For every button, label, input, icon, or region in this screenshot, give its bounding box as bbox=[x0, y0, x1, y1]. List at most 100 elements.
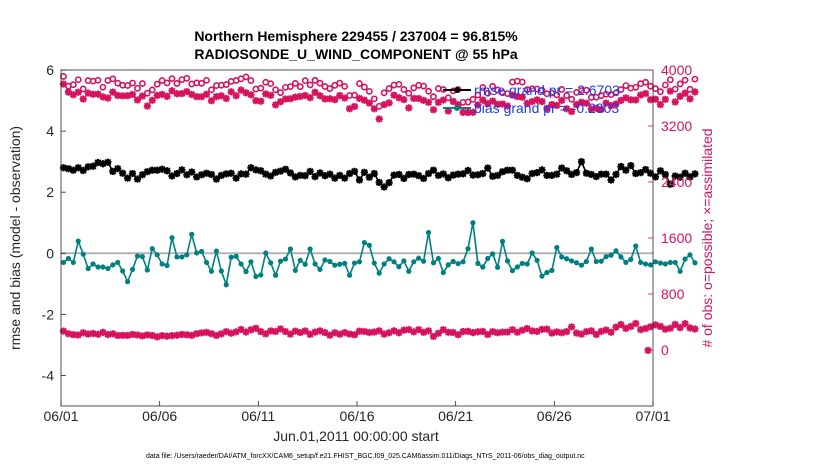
possible-obs-point bbox=[430, 93, 437, 101]
bias-point bbox=[327, 258, 333, 265]
rmse-point bbox=[242, 170, 250, 178]
x-tick-label: 06/21 bbox=[438, 408, 473, 424]
assimilated-obs-point bbox=[183, 88, 191, 96]
bias-point bbox=[95, 264, 101, 270]
possible-obs-point bbox=[306, 81, 314, 89]
assimilated-obs-point bbox=[89, 329, 97, 338]
assimilated-obs-point bbox=[449, 97, 457, 106]
assimilated-obs-point bbox=[360, 96, 368, 104]
bias-point bbox=[238, 261, 244, 267]
rmse-point bbox=[207, 170, 216, 179]
assimilated-obs-point bbox=[109, 88, 117, 96]
possible-obs-point bbox=[99, 83, 107, 91]
legend-bias-label: bias grand pr = -0.2303 bbox=[474, 100, 619, 116]
bias-point bbox=[613, 248, 619, 254]
bias-point bbox=[490, 251, 496, 257]
series-0 bbox=[59, 158, 699, 191]
possible-obs-point bbox=[173, 80, 181, 87]
x-tick-label: 07/01 bbox=[635, 408, 670, 424]
bias-point bbox=[134, 253, 141, 259]
rmse-point bbox=[612, 170, 620, 179]
bias-point bbox=[337, 261, 343, 267]
bias-point bbox=[667, 259, 673, 266]
bias-point bbox=[268, 260, 274, 266]
bias-point bbox=[376, 270, 382, 276]
assimilated-obs-point bbox=[272, 327, 280, 336]
bias-point bbox=[416, 255, 422, 261]
possible-obs-point bbox=[341, 82, 349, 90]
possible-obs-point bbox=[370, 95, 378, 103]
rmse-point bbox=[128, 169, 137, 178]
possible-obs-point bbox=[360, 83, 368, 91]
bias-point bbox=[307, 246, 313, 252]
rmse-point bbox=[375, 178, 383, 187]
assimilated-obs-point bbox=[222, 94, 230, 103]
possible-obs-point bbox=[291, 79, 299, 87]
bias-point bbox=[573, 260, 580, 266]
y-tick-label-left: 6 bbox=[46, 62, 54, 78]
bias-point bbox=[578, 262, 585, 268]
y-tick-label-right: 4000 bbox=[661, 62, 692, 78]
assimilated-obs-point bbox=[607, 102, 615, 110]
bias-point bbox=[569, 258, 575, 264]
assimilated-obs-point bbox=[128, 90, 137, 99]
bias-point bbox=[332, 262, 338, 268]
bias-point bbox=[549, 267, 555, 273]
bias-point bbox=[199, 248, 205, 255]
bias-point bbox=[347, 272, 353, 278]
bias-point bbox=[386, 256, 392, 262]
assimilated-obs-point bbox=[227, 88, 235, 96]
possible-obs-point bbox=[681, 76, 689, 84]
assimilated-obs-point bbox=[563, 327, 571, 336]
assimilated-obs-point bbox=[661, 95, 669, 103]
assimilated-obs-point bbox=[617, 320, 625, 329]
assimilated-obs-point bbox=[138, 92, 146, 100]
rmse-point bbox=[104, 158, 112, 166]
assimilated-obs-point bbox=[198, 329, 206, 337]
bias-point bbox=[411, 259, 417, 265]
bias-point bbox=[65, 255, 71, 262]
possible-obs-point bbox=[583, 86, 590, 94]
rmse-point bbox=[390, 171, 398, 179]
rmse-point bbox=[119, 169, 127, 177]
possible-obs-point bbox=[400, 86, 408, 93]
legend-rmse-label: rmse grand pr = 2.6703 bbox=[474, 82, 620, 98]
rmse-point bbox=[577, 158, 586, 166]
assimilated-obs-point bbox=[691, 325, 699, 333]
assimilated-obs-point bbox=[301, 327, 309, 335]
bias-point bbox=[70, 259, 76, 266]
bias-point bbox=[692, 260, 698, 266]
assimilated-obs-point bbox=[607, 328, 615, 336]
bias-point bbox=[282, 256, 289, 262]
bias-point bbox=[618, 254, 624, 260]
bias-point bbox=[524, 261, 530, 267]
assimilated-obs-point bbox=[429, 106, 438, 114]
assimilated-obs-point bbox=[646, 323, 655, 331]
bias-point bbox=[125, 279, 131, 285]
assimilated-obs-point bbox=[587, 327, 595, 335]
rmse-point bbox=[178, 166, 186, 174]
assimilated-obs-point bbox=[128, 330, 137, 338]
y-axis-label-left: rmse and bias (model - observation) bbox=[7, 126, 23, 350]
assimilated-obs-point bbox=[104, 330, 112, 339]
bias-point bbox=[371, 260, 377, 266]
possible-obs-point bbox=[257, 84, 265, 92]
rmse-point bbox=[691, 170, 699, 178]
bias-point bbox=[194, 250, 200, 256]
possible-obs-point bbox=[395, 80, 403, 88]
assimilated-obs-point bbox=[656, 100, 664, 109]
rmse-point bbox=[424, 169, 433, 178]
rmse-point bbox=[429, 166, 438, 174]
assimilated-obs-point bbox=[183, 331, 191, 339]
bias-point bbox=[406, 268, 412, 274]
assimilated-obs-point bbox=[489, 97, 497, 105]
assimilated-obs-point bbox=[503, 102, 512, 110]
assimilated-obs-point bbox=[538, 97, 546, 106]
assimilated-obs-point bbox=[375, 115, 383, 123]
bias-point bbox=[633, 243, 639, 249]
possible-obs-point bbox=[311, 76, 319, 84]
bias-point bbox=[652, 259, 659, 265]
assimilated-obs-point bbox=[79, 95, 87, 103]
rmse-point bbox=[306, 167, 314, 176]
